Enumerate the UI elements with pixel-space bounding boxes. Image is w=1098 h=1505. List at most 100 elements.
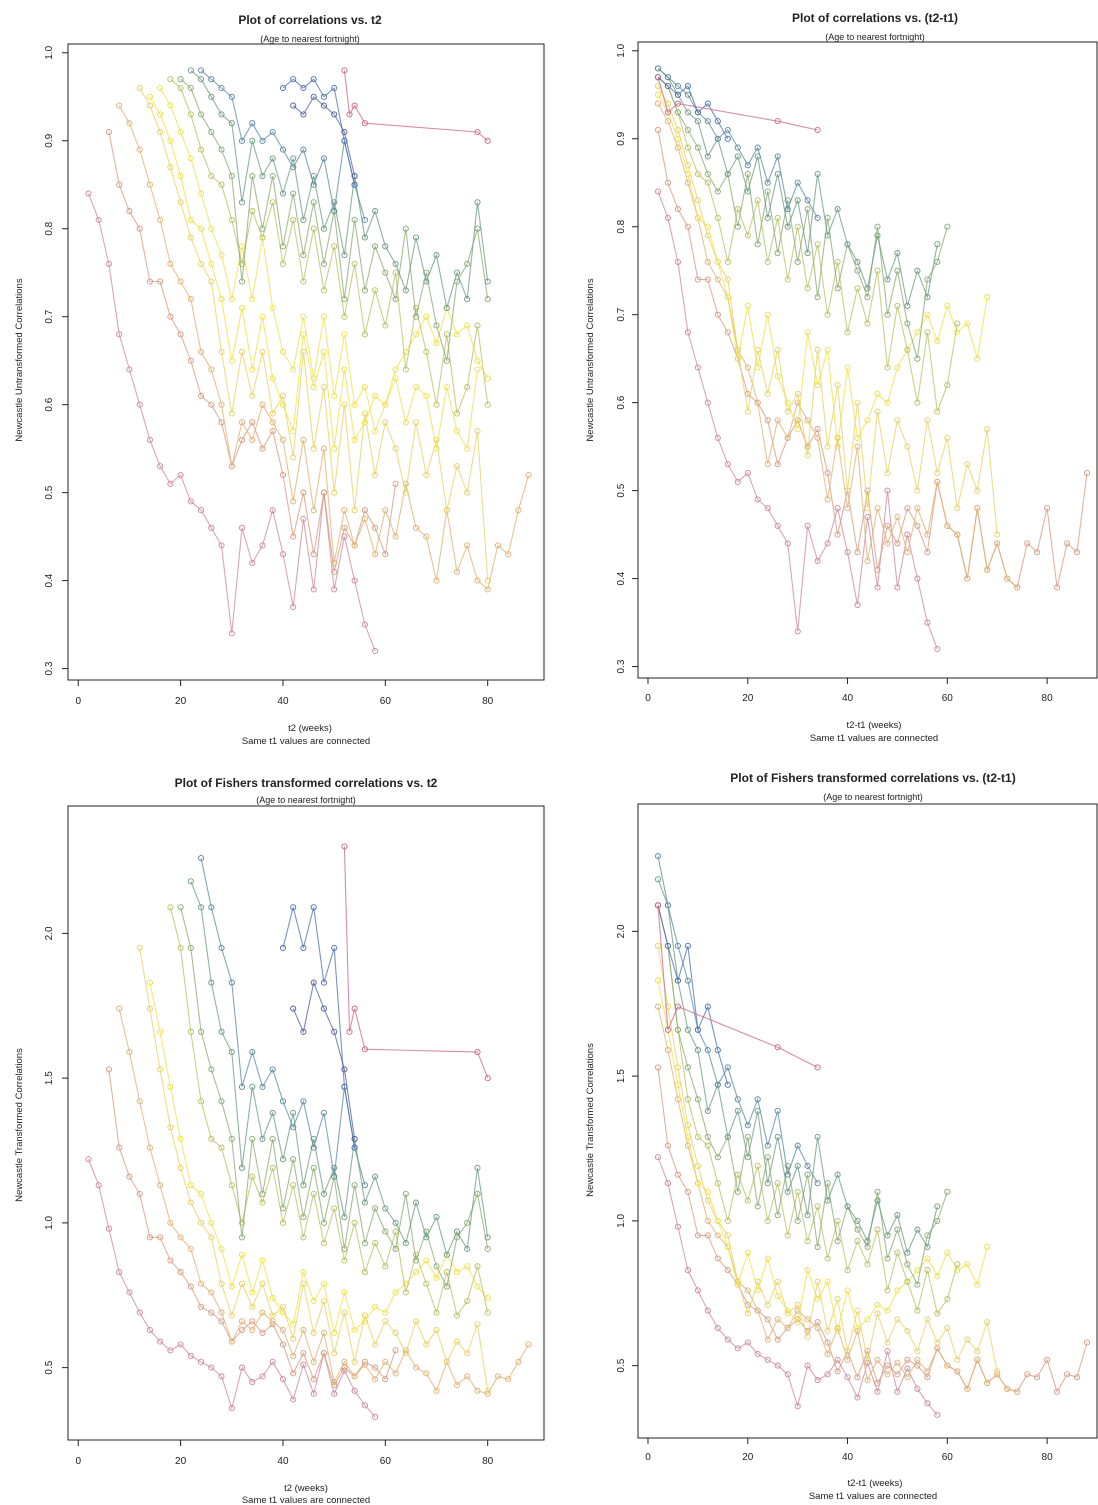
data-point	[300, 1326, 307, 1334]
data-point	[310, 199, 317, 206]
data-point	[208, 225, 215, 232]
y-tick-label: 0.5	[44, 485, 55, 499]
data-point	[116, 102, 123, 109]
data-point	[228, 216, 235, 223]
data-point	[814, 294, 821, 301]
data-point	[964, 461, 971, 468]
data-point	[341, 1214, 348, 1221]
data-point	[198, 392, 205, 399]
panel-4-xlabel: t2-t1 (weeks)	[848, 1478, 903, 1489]
data-point	[674, 91, 681, 98]
data-point	[764, 258, 771, 265]
data-point	[361, 216, 368, 223]
data-point	[218, 84, 225, 92]
data-point	[290, 1352, 297, 1360]
data-point	[474, 428, 481, 435]
data-point	[341, 313, 348, 320]
data-point	[382, 243, 389, 250]
data-point	[157, 278, 164, 285]
data-point	[904, 1356, 911, 1363]
data-point	[269, 1164, 276, 1171]
data-point	[346, 1028, 353, 1035]
data-point	[228, 296, 235, 303]
data-point	[894, 302, 901, 309]
data-point	[218, 542, 225, 549]
data-point	[764, 1154, 771, 1161]
data-point	[654, 977, 662, 984]
data-point	[754, 1162, 761, 1169]
data-point	[884, 1371, 891, 1378]
panel-1-xlabel: t2 (weeks)	[288, 723, 332, 734]
data-point	[382, 1309, 389, 1316]
data-point	[774, 346, 781, 353]
data-point	[382, 507, 389, 514]
data-point	[402, 287, 409, 294]
data-point	[694, 118, 701, 125]
data-point	[290, 603, 297, 611]
data-point	[279, 1156, 287, 1163]
data-point	[341, 401, 348, 408]
data-point	[146, 1005, 153, 1012]
data-point	[279, 392, 287, 399]
data-point	[259, 1190, 266, 1197]
data-point	[310, 586, 317, 593]
panel-2-plot: 0 20 40 60 80 0.3 0.4 0.5 0.6 0.7 0.8 0.9 1.0	[616, 43, 1091, 704]
data-point	[884, 522, 891, 529]
data-point	[994, 540, 1001, 547]
data-point	[443, 304, 450, 311]
data-point	[844, 1356, 851, 1363]
data-point	[331, 84, 338, 92]
data-point	[310, 1390, 317, 1397]
data-point	[146, 436, 153, 443]
data-point	[714, 276, 721, 283]
data-point	[259, 348, 266, 355]
data-point	[310, 225, 317, 232]
data-point	[924, 294, 931, 301]
panel-4-title: Plot of Fishers transformed correlations…	[730, 771, 1015, 785]
data-point	[654, 188, 662, 195]
series-line	[657, 945, 998, 1372]
data-point	[320, 1240, 327, 1247]
data-point	[361, 1269, 368, 1276]
data-point	[744, 162, 751, 169]
data-point	[884, 276, 891, 283]
data-point	[208, 278, 215, 285]
data-point	[198, 1280, 205, 1287]
data-point	[351, 1005, 358, 1012]
data-point	[484, 296, 491, 303]
data-point	[674, 258, 681, 265]
data-point	[146, 181, 153, 188]
data-point	[664, 109, 671, 116]
data-point	[341, 843, 348, 850]
data-point	[484, 137, 491, 144]
data-point	[218, 296, 225, 303]
data-point	[136, 1190, 143, 1197]
data-point	[198, 348, 205, 355]
data-point	[1083, 469, 1091, 477]
data-point	[464, 1373, 471, 1380]
data-point	[744, 1122, 751, 1129]
data-point	[300, 1269, 307, 1276]
data-point	[854, 1394, 861, 1401]
data-point	[157, 1338, 164, 1345]
data-point	[361, 1240, 368, 1247]
data-point	[331, 1350, 338, 1357]
data-point	[259, 1373, 266, 1380]
data-point	[361, 419, 368, 426]
data-point	[834, 1238, 841, 1245]
data-point	[914, 267, 921, 274]
y-tick-label: 0.4	[616, 571, 627, 585]
data-point	[331, 392, 338, 399]
data-point	[784, 197, 791, 204]
data-point	[382, 269, 389, 276]
data-point	[279, 551, 287, 558]
data-point	[894, 1212, 901, 1219]
data-point	[884, 540, 891, 547]
data-point	[269, 1358, 276, 1365]
data-point	[814, 170, 821, 178]
data-point	[187, 1199, 194, 1206]
data-point	[423, 348, 430, 355]
data-point	[300, 1098, 307, 1105]
data-point	[854, 1226, 861, 1233]
